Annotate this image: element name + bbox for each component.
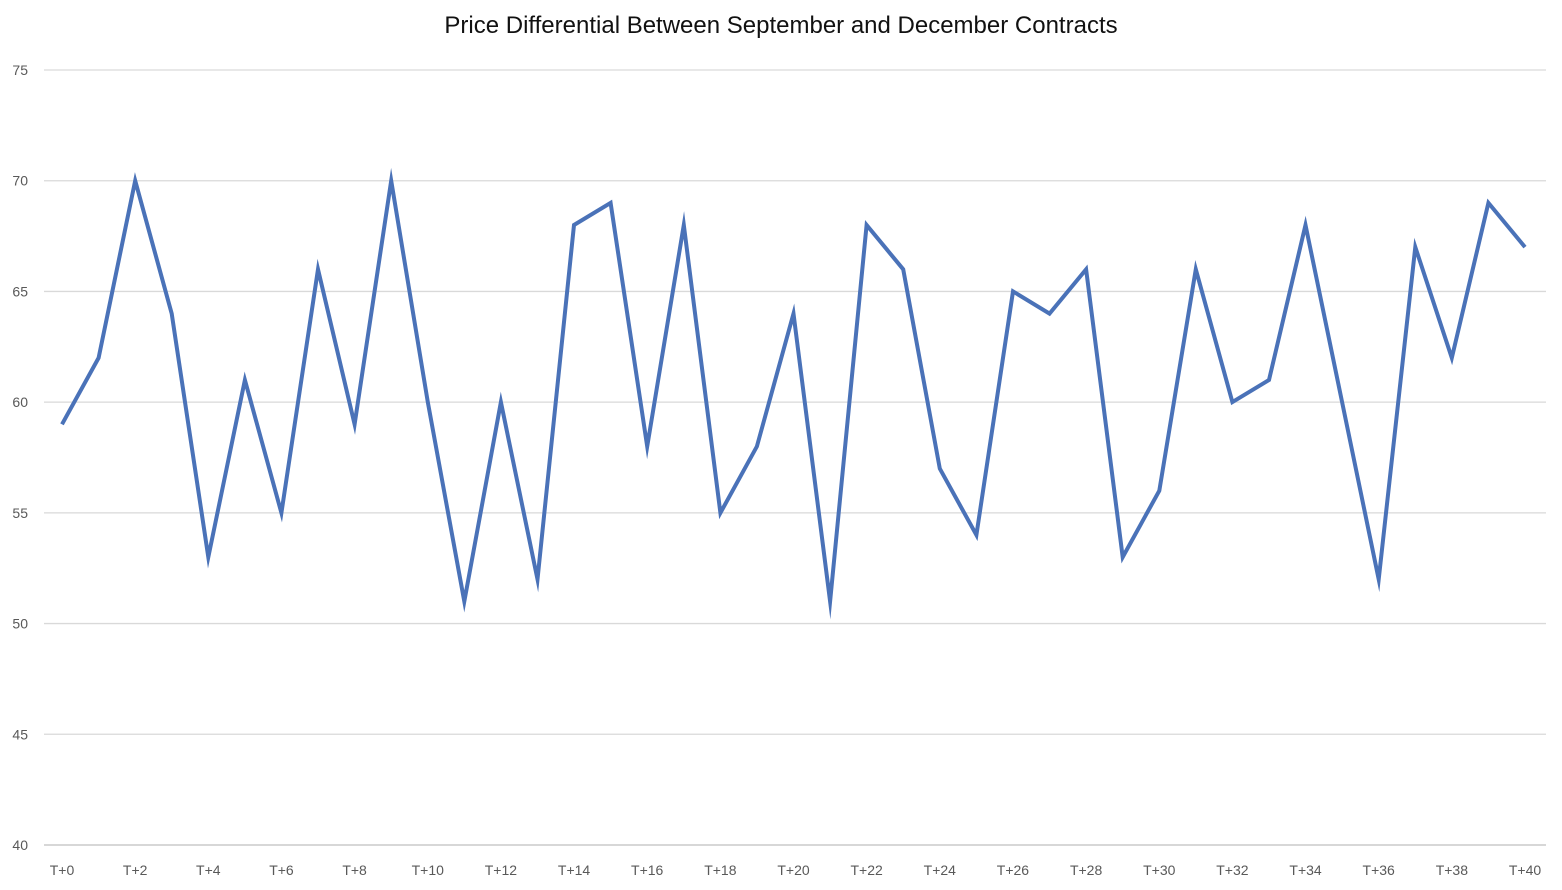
- x-tick-label: T+32: [1216, 862, 1249, 878]
- x-tick-label: T+12: [485, 862, 518, 878]
- y-tick-label: 60: [12, 394, 28, 410]
- x-tick-label: T+4: [196, 862, 221, 878]
- y-tick-label: 65: [12, 283, 28, 299]
- x-tick-label: T+2: [123, 862, 148, 878]
- y-tick-label: 50: [12, 616, 28, 632]
- y-tick-label: 70: [12, 173, 28, 189]
- y-tick-label: 75: [12, 62, 28, 78]
- x-tick-label: T+20: [777, 862, 810, 878]
- x-tick-label: T+0: [50, 862, 75, 878]
- x-tick-label: T+8: [342, 862, 367, 878]
- x-tick-label: T+14: [558, 862, 591, 878]
- x-tick-label: T+18: [704, 862, 737, 878]
- y-axis-labels: 40 45 50 55 60 65 70 75: [12, 62, 28, 853]
- x-tick-label: T+16: [631, 862, 664, 878]
- y-tick-label: 45: [12, 726, 28, 742]
- x-tick-label: T+22: [850, 862, 883, 878]
- x-tick-label: T+36: [1363, 862, 1396, 878]
- y-tick-label: 40: [12, 837, 28, 853]
- series-layer: [60, 167, 1527, 620]
- x-tick-label: T+40: [1509, 862, 1542, 878]
- series-line: [60, 167, 1527, 620]
- x-tick-label: T+34: [1289, 862, 1322, 878]
- x-tick-label: T+24: [924, 862, 957, 878]
- y-tick-label: 55: [12, 505, 28, 521]
- x-tick-label: T+28: [1070, 862, 1103, 878]
- chart-title: Price Differential Between September and…: [444, 12, 1118, 39]
- x-axis-labels: T+0 T+2 T+4 T+6 T+8 T+10 T+12 T+14 T+16 T+18 T+20 T…: [50, 862, 1542, 878]
- x-tick-label: T+6: [269, 862, 294, 878]
- x-tick-label: T+10: [412, 862, 445, 878]
- gridlines: [44, 69, 1546, 846]
- x-tick-label: T+26: [997, 862, 1030, 878]
- x-tick-label: T+30: [1143, 862, 1176, 878]
- x-tick-label: T+38: [1436, 862, 1469, 878]
